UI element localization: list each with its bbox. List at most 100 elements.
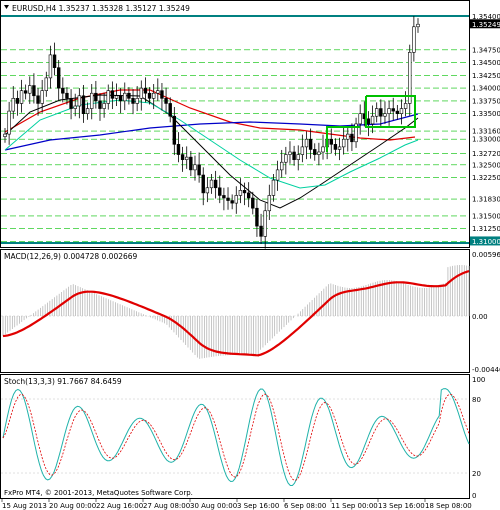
candle-body: [255, 207, 259, 227]
candle-body: [135, 98, 139, 104]
candle-body: [209, 179, 214, 189]
candle-body: [399, 108, 404, 114]
candle-body: [110, 90, 115, 99]
candle-body: [147, 92, 152, 99]
price-label: 1.33750: [472, 97, 500, 105]
candle-body: [151, 92, 156, 99]
time-label: 27 Aug 08:00: [143, 502, 190, 510]
candle-body: [189, 156, 193, 171]
stoch-label-20: 20: [472, 470, 481, 478]
breakout-box-1: [326, 126, 360, 152]
candle-body: [230, 200, 234, 204]
candle-body: [168, 103, 172, 117]
candle-body: [61, 87, 65, 94]
candle-body: [329, 138, 333, 145]
candle-body: [11, 98, 15, 112]
candle-body: [3, 133, 7, 137]
candle-body: [94, 92, 98, 102]
stoch-panel-frame: [0, 374, 470, 499]
candle-body: [337, 146, 342, 150]
copyright: FxPro MT4, © 2001-2013, MetaQuotes Softw…: [4, 489, 193, 497]
candle-body: [131, 98, 135, 104]
candle-body: [36, 95, 40, 104]
candle-body: [242, 190, 247, 194]
candle-body: [201, 174, 205, 194]
price-label: 1.34000: [472, 85, 500, 93]
stoch-label-0: 0: [472, 492, 476, 500]
candle-body: [218, 187, 222, 196]
candle-body: [222, 195, 226, 199]
candle-body: [308, 138, 313, 150]
candle-body: [313, 149, 317, 155]
candle-body: [106, 90, 110, 104]
candle-body: [15, 98, 20, 104]
price-panel-frame: [0, 0, 470, 248]
candle-body: [7, 110, 11, 135]
candle-body: [77, 95, 82, 107]
candle-body: [358, 113, 362, 125]
chart-arrow-icon: [4, 5, 9, 9]
candle-body: [90, 92, 94, 109]
candle-body: [81, 95, 86, 114]
candle-body: [246, 192, 251, 199]
candle-body: [114, 95, 119, 99]
macd-label-top: 0.005964: [472, 251, 500, 259]
candle-body: [156, 90, 160, 94]
candle-body: [28, 85, 32, 94]
candle-body: [118, 95, 123, 102]
candle-body: [350, 133, 354, 143]
time-label: 13 Sep 16:00: [378, 502, 425, 510]
candle-body: [48, 54, 53, 79]
candle-body: [292, 151, 296, 160]
time-axis: 15 Aug 2013 20 Aug 00:00 22 Aug 16:00 27 Au…: [1, 499, 472, 510]
price-label: 1.33160: [472, 128, 500, 136]
macd-label-bottom: -0.004464: [472, 366, 500, 374]
candle-body: [416, 23, 420, 28]
price-label: 1.35249: [472, 21, 500, 29]
candle-body: [366, 118, 371, 125]
breakout-box-2: [365, 95, 416, 128]
candle-body: [180, 154, 185, 160]
candle-body: [296, 154, 300, 160]
candle-body: [98, 100, 102, 109]
candle-body: [288, 151, 292, 155]
price-label: 1.31830: [472, 196, 500, 204]
candle-body: [379, 108, 383, 117]
time-label: 11 Sep 00:00: [331, 502, 378, 510]
candle-body: [300, 146, 305, 155]
candle-body: [271, 179, 276, 196]
candle-body: [317, 151, 321, 155]
candle-body: [346, 133, 350, 140]
candle-body: [164, 98, 168, 104]
candle-body: [197, 164, 201, 176]
time-label: 15 Aug 2013: [2, 502, 47, 510]
candle-body: [172, 115, 177, 145]
candle-body: [333, 144, 338, 150]
symbol-header-group: EURUSD,H4 1.35237 1.35328 1.35127 1.3524…: [4, 4, 190, 13]
price-label: 1.34750: [472, 46, 500, 54]
candle-body: [267, 195, 272, 212]
candle-body: [205, 187, 210, 194]
candle-body: [65, 92, 69, 99]
macd-signal-line: [2, 270, 470, 357]
price-label: 1.31000: [472, 238, 500, 246]
candle-body: [160, 90, 164, 99]
price-label: 1.32250: [472, 174, 500, 182]
candle-body: [412, 26, 416, 53]
price-tag-bg: [470, 236, 500, 246]
candle-body: [139, 87, 143, 99]
candle-body: [238, 190, 243, 196]
price-label: 1.33500: [472, 110, 500, 118]
time-label: 22 Aug 16:00: [96, 502, 143, 510]
candle-body: [32, 85, 36, 97]
candle-body: [127, 92, 131, 99]
candle-body: [403, 103, 408, 109]
candle-body: [251, 197, 255, 209]
price-label: 1.31500: [472, 212, 500, 220]
candle-body: [284, 154, 288, 163]
candle-body: [123, 92, 127, 102]
stoch-label-100: 100: [472, 376, 485, 384]
candle-body: [44, 77, 49, 91]
